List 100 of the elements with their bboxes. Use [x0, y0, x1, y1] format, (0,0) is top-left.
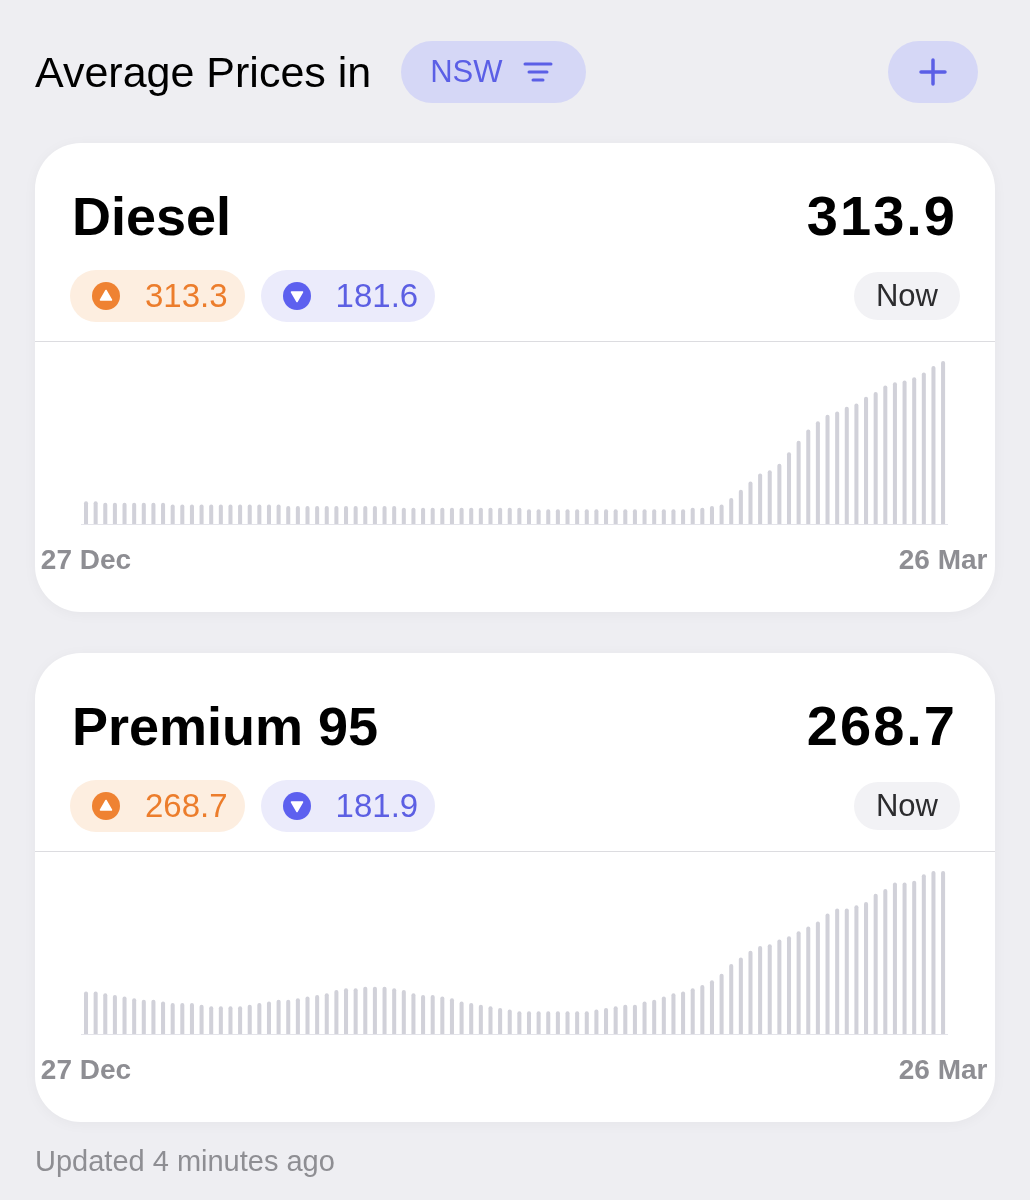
bar — [228, 504, 233, 524]
bar — [806, 429, 811, 524]
bar — [353, 506, 358, 524]
bar — [671, 993, 676, 1034]
bar — [315, 506, 320, 524]
bar — [353, 988, 358, 1034]
bar — [344, 506, 349, 524]
chart-title: Diesel — [72, 186, 232, 246]
bar — [536, 1011, 541, 1034]
bar — [604, 1007, 609, 1034]
bar — [266, 1001, 272, 1034]
bar — [180, 504, 185, 524]
bar — [652, 999, 657, 1034]
bar — [864, 396, 869, 524]
bar — [218, 1006, 223, 1034]
bar — [902, 882, 907, 1034]
bar — [170, 1003, 175, 1034]
bar — [941, 871, 946, 1034]
bar — [324, 993, 329, 1034]
high-pill: 268.7 — [70, 780, 245, 832]
bar — [276, 504, 281, 524]
bar — [132, 998, 137, 1034]
bar — [758, 473, 763, 524]
x-tick-label: 26 Mar — [898, 543, 988, 575]
bar — [122, 502, 127, 524]
bar — [189, 504, 194, 524]
now-pill: Now — [854, 782, 960, 830]
bar — [401, 989, 406, 1034]
bar — [912, 377, 917, 524]
bar — [334, 506, 339, 524]
bar — [372, 506, 377, 524]
bar — [122, 996, 127, 1034]
bar — [266, 504, 272, 524]
bar — [921, 372, 926, 524]
bar — [883, 888, 888, 1034]
bar — [796, 931, 801, 1034]
bar — [719, 973, 724, 1034]
bar — [883, 385, 888, 524]
bar — [209, 1006, 214, 1034]
bar — [141, 999, 146, 1034]
high-pill: 313.3 — [70, 270, 245, 322]
bar — [941, 361, 946, 524]
bar — [189, 1003, 194, 1034]
bar — [777, 939, 782, 1034]
text: Updated 4 minutes ago — [35, 1144, 336, 1178]
bar — [661, 996, 666, 1034]
text: 313.9 — [806, 184, 957, 247]
bar — [83, 501, 89, 524]
bar — [132, 502, 137, 524]
bar — [873, 391, 878, 524]
bar — [806, 926, 811, 1034]
bar — [825, 913, 830, 1034]
low-pill: 181.6 — [260, 270, 436, 322]
bar — [815, 421, 820, 524]
bar — [844, 406, 849, 524]
bar — [777, 463, 782, 524]
bar — [902, 380, 907, 524]
bar — [334, 989, 339, 1034]
bar — [103, 502, 108, 524]
bar — [613, 1006, 618, 1034]
bar — [844, 908, 849, 1034]
x-tick-label: 26 Mar — [898, 1053, 988, 1085]
bar — [690, 988, 695, 1034]
bar — [594, 1009, 599, 1034]
bar — [151, 999, 156, 1034]
text: 268.7 — [806, 694, 957, 757]
bar — [488, 1006, 493, 1034]
bar — [796, 440, 801, 524]
bar — [767, 470, 772, 524]
bar — [93, 991, 98, 1034]
bar — [257, 1003, 262, 1034]
bar — [247, 504, 252, 524]
bar — [141, 502, 146, 524]
bar — [83, 991, 89, 1034]
x-tick-label: 27 Dec — [40, 1053, 132, 1085]
bar — [459, 1001, 464, 1034]
bar — [873, 893, 878, 1034]
bar — [719, 504, 724, 524]
bar — [449, 998, 454, 1034]
bar — [738, 489, 743, 524]
bar — [392, 506, 397, 524]
bar — [344, 988, 349, 1034]
bar — [565, 1011, 570, 1034]
bar — [440, 996, 445, 1034]
bar — [854, 403, 859, 524]
selector-button: NSW — [401, 41, 586, 103]
bar — [931, 871, 936, 1034]
bar — [392, 988, 397, 1034]
bar — [161, 1001, 166, 1034]
bar — [546, 1011, 551, 1034]
bar — [517, 1011, 522, 1034]
bar — [382, 986, 387, 1034]
bar — [199, 1004, 204, 1034]
bar — [478, 1004, 483, 1034]
bar — [103, 993, 108, 1034]
bar — [305, 506, 310, 524]
bar — [623, 1004, 628, 1034]
bar — [218, 504, 223, 524]
bar — [642, 1001, 647, 1034]
bar — [247, 1004, 252, 1034]
